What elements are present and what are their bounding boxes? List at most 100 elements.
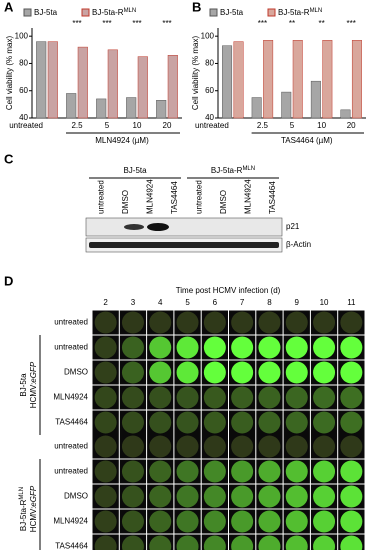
well <box>94 386 117 409</box>
well <box>285 510 308 533</box>
well <box>121 386 144 409</box>
significance: *** <box>102 19 111 28</box>
well <box>340 411 363 434</box>
well <box>258 535 281 550</box>
panel-label: D <box>4 273 13 288</box>
label-part: BJ-5ta-R <box>278 8 310 17</box>
bands <box>89 223 279 248</box>
x-tick-label: 20 <box>163 121 172 130</box>
superscript: MLN <box>310 8 323 14</box>
y-tick-label: 80 <box>205 59 214 68</box>
well <box>258 361 281 384</box>
superscript: MLN <box>242 166 255 172</box>
well <box>258 510 281 533</box>
lane-label: untreated <box>194 180 203 214</box>
significance: *** <box>347 19 356 28</box>
label-part: BJ-5ta <box>34 8 58 17</box>
x-axis-label: MLN4924 (µM) <box>95 136 149 145</box>
well <box>94 485 117 508</box>
well <box>340 435 363 458</box>
bar <box>263 40 274 119</box>
well <box>285 435 308 458</box>
row-label: untreated <box>54 343 88 352</box>
well <box>340 510 363 533</box>
lane-label: DMSO <box>121 190 130 214</box>
bar <box>96 98 107 119</box>
cell-label: BJ-5ta-RMLN <box>19 487 29 531</box>
legend-swatch <box>23 8 32 17</box>
well <box>176 510 199 533</box>
bar <box>251 97 262 119</box>
well <box>340 386 363 409</box>
group-label: BJ-5ta <box>123 166 147 175</box>
well <box>285 535 308 550</box>
label-part: HCMV: <box>29 507 38 532</box>
row-label: TAS4464 <box>55 542 88 550</box>
well <box>149 411 172 434</box>
significance: ** <box>318 19 324 28</box>
well <box>231 411 254 434</box>
x-tick-label: 10 <box>133 121 142 130</box>
well <box>231 435 254 458</box>
well <box>149 460 172 483</box>
day-label: 5 <box>185 298 190 307</box>
well <box>121 460 144 483</box>
label-part: BJ-5ta <box>19 373 28 397</box>
superscript: MLN <box>124 8 137 14</box>
row-label: MLN4924 <box>53 517 88 526</box>
bar <box>310 80 321 119</box>
well <box>121 411 144 434</box>
y-tick-label: 40 <box>205 113 214 122</box>
lane-label: untreated <box>96 180 105 214</box>
bar <box>322 40 333 119</box>
well <box>149 535 172 550</box>
y-axis-label: Cell viability (% max) <box>191 36 200 111</box>
well <box>176 535 199 550</box>
well <box>313 485 336 508</box>
well <box>203 510 226 533</box>
well <box>203 311 226 334</box>
well <box>149 510 172 533</box>
well <box>121 535 144 550</box>
day-label: 9 <box>295 298 300 307</box>
lane-label: MLN4924 <box>243 179 252 214</box>
virus-label: HCMV:eGFP <box>29 361 38 408</box>
well <box>258 336 281 359</box>
well <box>258 411 281 434</box>
well <box>231 485 254 508</box>
bar <box>156 100 167 119</box>
legend-label: BJ-5ta <box>220 8 244 17</box>
row-label: DMSO <box>64 492 88 501</box>
day-label: 2 <box>103 298 108 307</box>
bar <box>167 55 178 119</box>
well <box>203 435 226 458</box>
label-part: BJ-5ta-R <box>92 8 124 17</box>
x-tick-label: 2.5 <box>71 121 83 130</box>
well <box>121 311 144 334</box>
well <box>313 510 336 533</box>
well <box>313 435 336 458</box>
well <box>94 311 117 334</box>
well <box>340 311 363 334</box>
row-label: untreated <box>54 318 88 327</box>
panel-label: B <box>192 0 201 14</box>
well <box>176 460 199 483</box>
row-label: MLN4924 <box>53 393 88 402</box>
significance: *** <box>132 19 141 28</box>
well <box>121 510 144 533</box>
bar <box>292 40 303 119</box>
well <box>121 435 144 458</box>
x-tick-label: 10 <box>317 121 326 130</box>
well <box>285 386 308 409</box>
well <box>313 361 336 384</box>
lane-label: MLN4924 <box>145 179 154 214</box>
day-label: 6 <box>213 298 218 307</box>
well <box>149 336 172 359</box>
label-part: eGFP <box>29 361 38 383</box>
bar <box>126 97 137 119</box>
y-tick-label: 80 <box>19 59 28 68</box>
well <box>121 485 144 508</box>
well <box>176 411 199 434</box>
x-tick-label: 5 <box>290 121 295 130</box>
